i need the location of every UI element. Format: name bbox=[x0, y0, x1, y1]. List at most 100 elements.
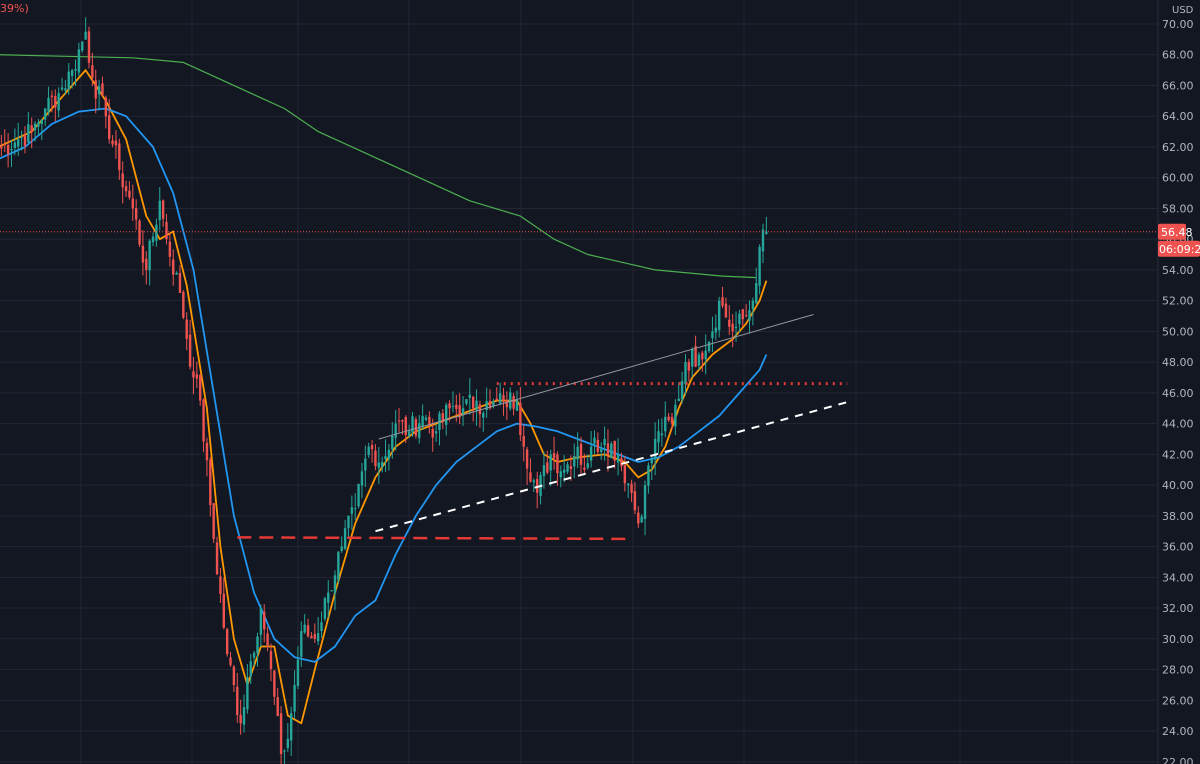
candle bbox=[751, 297, 755, 326]
candle bbox=[657, 419, 660, 454]
bar-countdown: 06:09:23 bbox=[1159, 243, 1200, 256]
candle bbox=[263, 604, 266, 643]
candle bbox=[448, 400, 451, 422]
candle bbox=[650, 454, 653, 480]
candle bbox=[175, 271, 178, 275]
candle bbox=[680, 371, 684, 404]
candle bbox=[367, 442, 370, 458]
candle bbox=[434, 424, 438, 442]
candle bbox=[593, 430, 596, 455]
price-tick-label: 60.00 bbox=[1162, 172, 1194, 185]
candle bbox=[721, 286, 724, 309]
candle bbox=[357, 483, 360, 509]
candle bbox=[391, 422, 394, 459]
candle bbox=[323, 596, 327, 622]
candle bbox=[728, 305, 731, 335]
candle bbox=[421, 404, 424, 430]
candle bbox=[293, 670, 296, 719]
candle bbox=[637, 506, 640, 528]
legend-fragment: 39%) bbox=[0, 2, 29, 15]
price-tick-label: 36.00 bbox=[1162, 541, 1194, 554]
candle bbox=[458, 393, 461, 425]
candle bbox=[515, 390, 519, 411]
candle bbox=[532, 478, 536, 493]
candle bbox=[212, 502, 215, 544]
price-tick-label: 64.00 bbox=[1162, 110, 1194, 123]
candle bbox=[643, 480, 647, 536]
candle bbox=[104, 95, 108, 129]
candle bbox=[633, 481, 637, 515]
candle bbox=[70, 69, 74, 89]
candle bbox=[364, 445, 367, 487]
candle bbox=[57, 87, 60, 118]
lower-trend-line[interactable] bbox=[375, 401, 848, 533]
candle bbox=[249, 653, 252, 684]
candle bbox=[347, 515, 350, 538]
candle bbox=[502, 387, 505, 416]
candle bbox=[77, 42, 81, 77]
candle bbox=[741, 308, 744, 327]
candle bbox=[498, 382, 502, 406]
last-price-tag: 56.48 06:09:23 bbox=[1158, 223, 1200, 257]
candle bbox=[579, 436, 583, 475]
candle bbox=[691, 347, 694, 378]
price-axis[interactable]: 70.0068.0066.0064.0062.0060.0058.0056.00… bbox=[1162, 18, 1194, 764]
candle bbox=[205, 437, 209, 477]
candle bbox=[134, 199, 138, 230]
candle bbox=[731, 314, 734, 348]
candle bbox=[620, 452, 623, 472]
candle bbox=[259, 604, 263, 648]
candle bbox=[384, 439, 387, 472]
candle bbox=[151, 232, 155, 247]
candle bbox=[707, 340, 711, 354]
price-tick-label: 28.00 bbox=[1162, 664, 1194, 677]
candle bbox=[562, 455, 566, 483]
candle bbox=[40, 119, 44, 141]
price-tick-label: 50.00 bbox=[1162, 325, 1194, 338]
upper-trend-line[interactable] bbox=[378, 314, 814, 440]
price-tick-label: 52.00 bbox=[1162, 295, 1194, 308]
candle bbox=[360, 462, 364, 499]
candle bbox=[505, 391, 509, 421]
candle bbox=[118, 138, 121, 180]
candle bbox=[306, 618, 310, 638]
candle bbox=[377, 446, 381, 484]
candle bbox=[50, 90, 54, 113]
candle bbox=[303, 614, 306, 635]
candle bbox=[670, 412, 674, 430]
candle bbox=[488, 389, 492, 410]
candle bbox=[684, 354, 687, 396]
candle bbox=[111, 134, 114, 148]
candle bbox=[350, 495, 354, 531]
candle bbox=[202, 398, 205, 453]
candle bbox=[121, 161, 124, 204]
candle bbox=[674, 399, 677, 436]
candle bbox=[87, 26, 91, 69]
candle bbox=[630, 479, 633, 502]
candle bbox=[394, 409, 397, 451]
candle bbox=[229, 651, 232, 667]
candle bbox=[242, 694, 246, 733]
candle bbox=[653, 422, 657, 476]
candle bbox=[30, 117, 33, 149]
candle bbox=[451, 391, 455, 413]
price-tick-label: 46.00 bbox=[1162, 387, 1194, 400]
candle bbox=[128, 181, 131, 200]
candle bbox=[141, 230, 145, 276]
drawing-tools[interactable] bbox=[237, 314, 848, 541]
candle bbox=[546, 450, 549, 475]
candle bbox=[0, 134, 3, 157]
price-tick-label: 26.00 bbox=[1162, 694, 1194, 707]
candle bbox=[236, 672, 239, 723]
candle bbox=[465, 399, 468, 406]
candle bbox=[84, 17, 87, 40]
candle bbox=[310, 631, 313, 639]
candle bbox=[573, 443, 576, 479]
candle bbox=[279, 706, 283, 764]
candle bbox=[81, 41, 84, 53]
candle bbox=[761, 223, 765, 264]
candle bbox=[610, 441, 613, 459]
ma-slow-line bbox=[0, 54, 757, 279]
candle bbox=[603, 426, 606, 461]
